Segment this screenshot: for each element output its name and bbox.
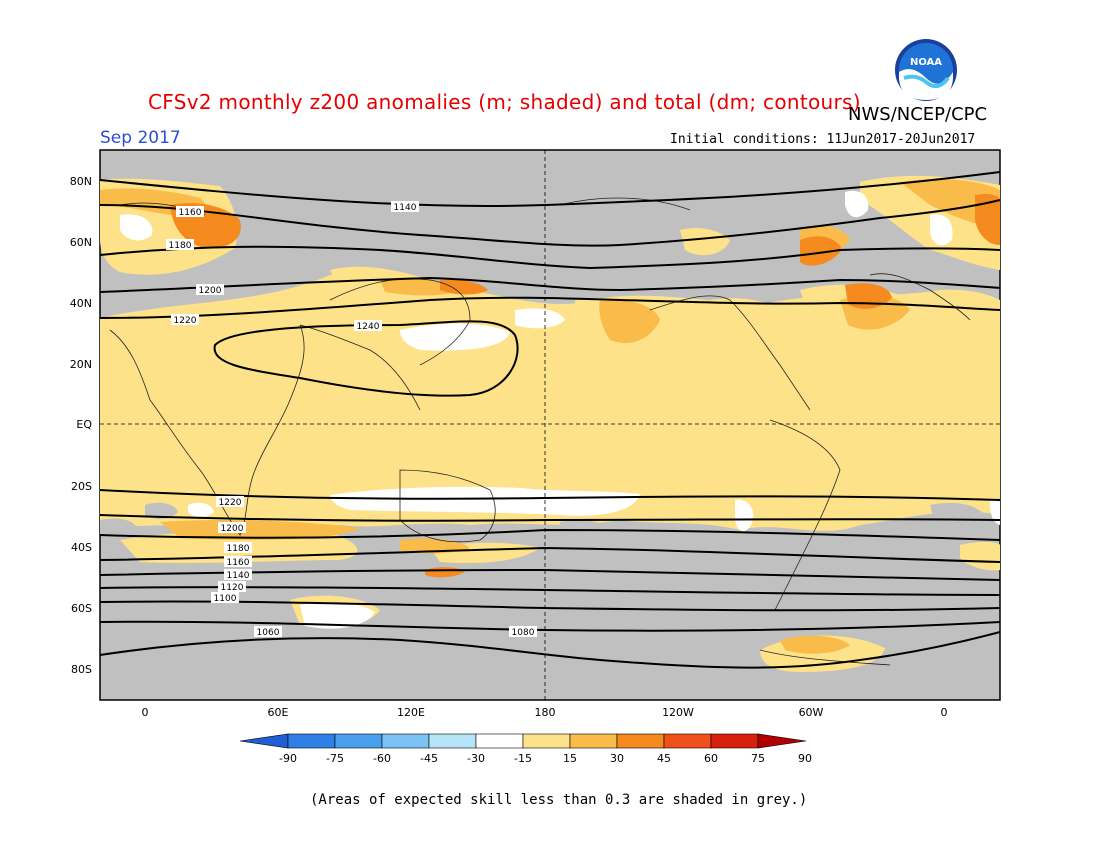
coastlines — [109, 197, 971, 666]
contour-1100-sh — [99, 600, 1001, 612]
colorbar-label: 30 — [610, 752, 624, 765]
colorbar-label: -30 — [467, 752, 485, 765]
contour-label: 1080 — [512, 628, 535, 638]
latitude-labels: 80N 60N 40N 20N EQ 20S 40S 60S 80S — [70, 175, 93, 676]
contour-label: 1240 — [357, 322, 380, 332]
lat-label: EQ — [76, 418, 92, 431]
lat-label: 60N — [70, 236, 92, 249]
colorbar-box — [663, 733, 712, 749]
contour-label: 1180 — [169, 241, 192, 251]
lat-label: 20N — [70, 358, 92, 371]
colorbar-arrow-right — [757, 733, 807, 749]
skill-footnote: (Areas of expected skill less than 0.3 a… — [310, 792, 808, 808]
contour-label: 1160 — [227, 558, 250, 568]
contour-label: 1200 — [199, 286, 222, 296]
contour-1140-nh — [99, 171, 1001, 207]
contour-label: 1180 — [227, 544, 250, 554]
colorbar-arrow-left — [239, 733, 289, 749]
contour-1160-nh — [99, 199, 1001, 247]
lat-label: 80S — [71, 663, 92, 676]
svg-text:NOAA: NOAA — [910, 57, 942, 68]
lon-label: 0 — [941, 706, 948, 719]
lat-label: 40S — [71, 541, 92, 554]
colorbar-box — [522, 733, 571, 749]
colorbar-label: -75 — [326, 752, 344, 765]
contour-1060-sh — [99, 631, 1001, 669]
lon-label: 0 — [142, 706, 149, 719]
lon-label: 120W — [662, 706, 694, 719]
contour-label: 1120 — [221, 583, 244, 593]
contour-label: 1140 — [394, 203, 417, 213]
contour-label: 1060 — [257, 628, 280, 638]
contour-1200-nh — [99, 276, 1001, 293]
height-contours — [99, 171, 1001, 669]
colorbar-box — [428, 733, 477, 749]
noaa-logo: NOAA — [895, 39, 957, 101]
colorbar-label: 45 — [657, 752, 671, 765]
colorbar-box — [381, 733, 430, 749]
colorbar-label: 15 — [563, 752, 577, 765]
contour-1180-sh — [99, 528, 1001, 541]
colorbar-label: -45 — [420, 752, 438, 765]
lat-label: 20S — [71, 480, 92, 493]
contour-1200-sh — [99, 514, 1001, 522]
colorbar-box — [569, 733, 618, 749]
longitude-labels: 0 60E 120E 180 120W 60W 0 — [142, 706, 948, 719]
contour-label: 1200 — [221, 524, 244, 534]
colorbar: -90 -75 -60 -45 -30 -15 15 30 45 60 75 90 — [239, 733, 812, 765]
contour-1220-nh — [99, 296, 1001, 319]
colorbar-label: 60 — [704, 752, 718, 765]
lon-label: 60E — [268, 706, 289, 719]
contour-1220-sh — [99, 489, 1001, 501]
colorbar-box — [287, 733, 336, 749]
colorbar-label: -60 — [373, 752, 391, 765]
contour-labels: 1140 1160 1180 1200 1220 1240 1220 1200 … — [166, 201, 537, 638]
contour-1080-sh — [99, 620, 1001, 632]
anomaly-shading-white — [120, 190, 1000, 629]
contour-label: 1220 — [219, 498, 242, 508]
contour-label: 1220 — [174, 316, 197, 326]
lat-label: 80N — [70, 175, 92, 188]
contour-1180-nh — [99, 245, 1001, 270]
agency-label: NWS/NCEP/CPC — [848, 104, 988, 125]
colorbar-label: -15 — [514, 752, 532, 765]
contour-label: 1100 — [214, 594, 237, 604]
low-skill-grey — [100, 502, 985, 538]
lon-label: 180 — [535, 706, 556, 719]
chart-title: CFSv2 monthly z200 anomalies (m; shaded)… — [148, 90, 861, 114]
colorbar-label: 90 — [798, 752, 812, 765]
lat-label: 60S — [71, 602, 92, 615]
lon-label: 120E — [397, 706, 425, 719]
lon-label: 60W — [799, 706, 824, 719]
contour-label: 1140 — [227, 571, 250, 581]
initial-conditions: Initial conditions: 11Jun2017-20Jun2017 — [670, 132, 976, 147]
colorbar-box — [710, 733, 759, 749]
colorbar-box — [334, 733, 383, 749]
contour-1240-loop — [213, 320, 519, 397]
contour-label: 1160 — [179, 208, 202, 218]
colorbar-box — [475, 733, 524, 749]
colorbar-label: 75 — [751, 752, 765, 765]
colorbar-label: -90 — [279, 752, 297, 765]
lat-label: 40N — [70, 297, 92, 310]
colorbar-box — [616, 733, 665, 749]
forecast-month: Sep 2017 — [100, 128, 181, 148]
